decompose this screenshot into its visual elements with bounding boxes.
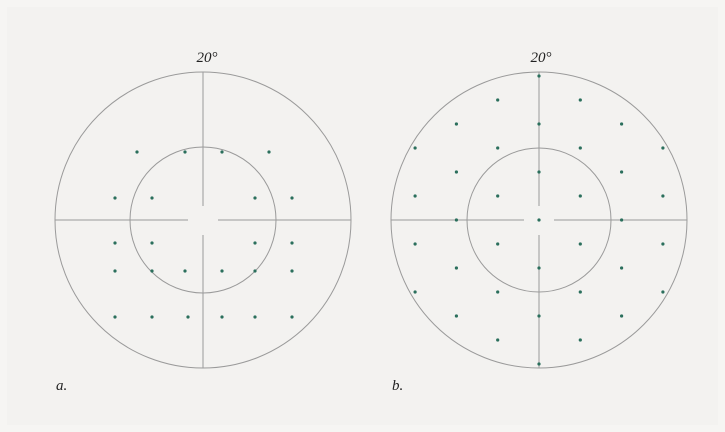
test-point: [578, 338, 582, 342]
test-point: [253, 269, 257, 273]
test-point: [454, 218, 458, 222]
test-point: [496, 146, 500, 150]
test-point: [253, 196, 257, 200]
test-point: [578, 98, 582, 102]
caption: a.: [56, 378, 67, 394]
test-point: [220, 150, 224, 154]
test-point: [620, 170, 624, 174]
test-point: [578, 146, 582, 150]
test-point: [496, 98, 500, 102]
test-point: [496, 242, 500, 246]
test-point: [413, 146, 417, 150]
test-point: [413, 242, 417, 246]
angle-label: 20°: [197, 50, 218, 66]
panel-a: 20° a.: [54, 50, 352, 394]
test-point: [267, 150, 271, 154]
test-point: [220, 269, 224, 273]
test-point: [537, 122, 541, 126]
test-point: [413, 194, 417, 198]
test-point: [150, 269, 154, 273]
test-point: [454, 266, 458, 270]
test-point: [661, 242, 665, 246]
test-point: [537, 74, 541, 78]
caption: b.: [392, 378, 403, 394]
test-point: [537, 314, 541, 318]
test-point: [113, 269, 117, 273]
test-point: [496, 290, 500, 294]
test-point: [661, 290, 665, 294]
test-point: [620, 266, 624, 270]
test-point: [578, 194, 582, 198]
test-point: [253, 315, 257, 319]
test-point: [413, 290, 417, 294]
test-point: [578, 242, 582, 246]
test-point: [537, 266, 541, 270]
test-point: [620, 218, 624, 222]
test-point: [150, 241, 154, 245]
test-point: [113, 241, 117, 245]
test-point: [150, 315, 154, 319]
test-point: [661, 146, 665, 150]
test-point: [135, 150, 139, 154]
test-point: [454, 122, 458, 126]
test-point: [150, 196, 154, 200]
test-point: [496, 338, 500, 342]
test-point: [113, 196, 117, 200]
test-point: [620, 314, 624, 318]
panel-b: 20° b.: [390, 50, 688, 394]
test-point: [253, 241, 257, 245]
angle-label: 20°: [531, 50, 552, 66]
test-point: [183, 269, 187, 273]
test-point: [220, 315, 224, 319]
test-point: [113, 315, 117, 319]
test-point: [290, 241, 294, 245]
test-point: [186, 315, 190, 319]
test-point: [290, 269, 294, 273]
test-points: [113, 150, 294, 319]
test-point: [454, 314, 458, 318]
test-point: [537, 170, 541, 174]
test-point: [537, 362, 541, 366]
test-point: [661, 194, 665, 198]
test-point: [578, 290, 582, 294]
test-point: [620, 122, 624, 126]
test-point: [496, 194, 500, 198]
test-point: [183, 150, 187, 154]
test-point: [290, 315, 294, 319]
test-points: [413, 74, 665, 366]
test-point: [537, 218, 541, 222]
test-point: [290, 196, 294, 200]
test-point: [454, 170, 458, 174]
